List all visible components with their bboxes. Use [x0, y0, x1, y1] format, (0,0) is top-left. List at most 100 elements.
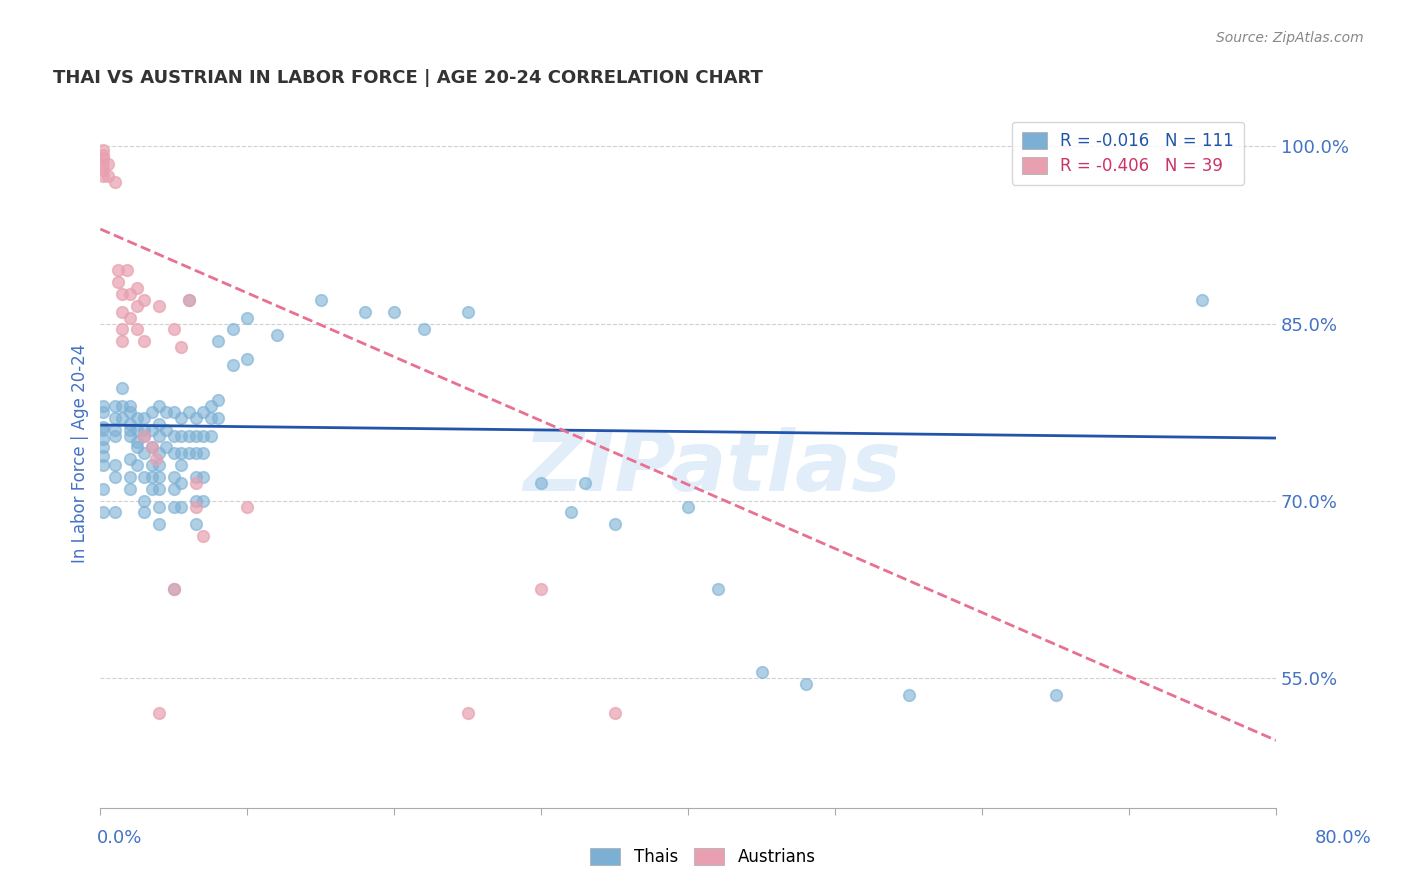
Point [91, 420, 114, 434]
Point [91, 147, 114, 161]
Point [163, 446, 186, 460]
Point [134, 411, 156, 425]
Point [104, 428, 127, 442]
Point [184, 428, 207, 442]
Point [170, 411, 193, 425]
Point [457, 706, 479, 721]
Point [184, 500, 207, 514]
Point [97, 169, 120, 183]
Point [207, 393, 229, 408]
Point [107, 263, 129, 277]
Point [118, 428, 141, 442]
Point [382, 304, 405, 318]
Point [603, 706, 626, 721]
Point [118, 482, 141, 496]
Point [706, 582, 728, 597]
Point [177, 446, 200, 460]
Point [91, 482, 114, 496]
Point [163, 470, 186, 484]
Point [127, 322, 149, 336]
Point [127, 411, 149, 425]
Point [91, 399, 114, 413]
Text: THAI VS AUSTRIAN IN LABOR FORCE | AGE 20-24 CORRELATION CHART: THAI VS AUSTRIAN IN LABOR FORCE | AGE 20… [53, 69, 763, 87]
Point [236, 310, 259, 325]
Point [236, 351, 259, 366]
Point [111, 381, 134, 395]
Point [127, 441, 149, 455]
Point [104, 470, 127, 484]
Point [118, 417, 141, 431]
Point [148, 482, 170, 496]
Point [354, 304, 377, 318]
Point [134, 293, 156, 307]
Point [163, 482, 186, 496]
Text: 0.0%: 0.0% [97, 829, 142, 847]
Point [184, 411, 207, 425]
Point [266, 328, 288, 343]
Point [148, 500, 170, 514]
Point [148, 458, 170, 473]
Point [1045, 689, 1067, 703]
Point [200, 428, 222, 442]
Point [111, 287, 134, 301]
Legend: R = -0.016   N = 111, R = -0.406   N = 39: R = -0.016 N = 111, R = -0.406 N = 39 [1012, 121, 1244, 185]
Point [177, 428, 200, 442]
Point [127, 299, 149, 313]
Point [118, 310, 141, 325]
Point [794, 676, 817, 690]
Point [118, 452, 141, 467]
Point [603, 517, 626, 532]
Point [91, 505, 114, 519]
Point [897, 689, 920, 703]
Point [91, 449, 114, 463]
Point [148, 446, 170, 460]
Point [107, 275, 129, 289]
Point [676, 500, 699, 514]
Point [145, 452, 167, 467]
Point [530, 582, 553, 597]
Point [91, 441, 114, 455]
Point [170, 475, 193, 490]
Point [91, 143, 114, 157]
Point [163, 582, 186, 597]
Point [193, 446, 215, 460]
Point [163, 405, 186, 419]
Point [163, 428, 186, 442]
Point [574, 475, 596, 490]
Point [207, 411, 229, 425]
Point [309, 293, 332, 307]
Point [221, 358, 243, 372]
Point [118, 287, 141, 301]
Point [91, 169, 114, 183]
Point [91, 432, 114, 446]
Legend: Thais, Austrians: Thais, Austrians [583, 841, 823, 873]
Point [560, 505, 582, 519]
Point [193, 529, 215, 543]
Point [184, 493, 207, 508]
Point [141, 470, 163, 484]
Point [163, 500, 186, 514]
Point [193, 405, 215, 419]
Point [170, 446, 193, 460]
Point [751, 665, 773, 679]
Point [184, 470, 207, 484]
Point [111, 399, 134, 413]
Y-axis label: In Labor Force | Age 20-24: In Labor Force | Age 20-24 [72, 343, 89, 563]
Point [111, 411, 134, 425]
Point [207, 334, 229, 349]
Point [104, 411, 127, 425]
Point [155, 405, 177, 419]
Point [127, 458, 149, 473]
Point [148, 470, 170, 484]
Point [184, 446, 207, 460]
Point [148, 428, 170, 442]
Point [170, 458, 193, 473]
Point [104, 505, 127, 519]
Point [104, 423, 127, 437]
Point [104, 175, 127, 189]
Point [530, 475, 553, 490]
Point [177, 405, 200, 419]
Point [155, 423, 177, 437]
Point [111, 334, 134, 349]
Point [127, 281, 149, 295]
